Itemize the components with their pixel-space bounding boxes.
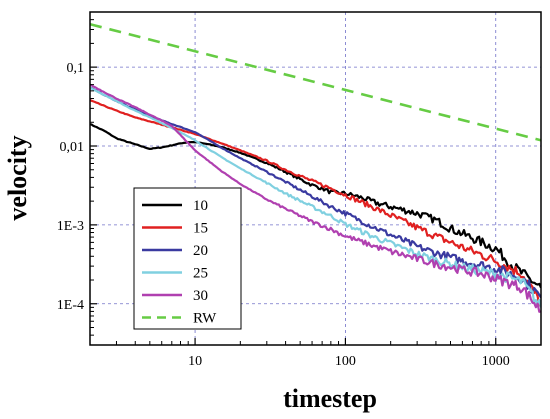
x-tick-label: 100: [335, 354, 356, 369]
series-line-30: [90, 83, 541, 313]
legend-label-10: 10: [193, 198, 208, 214]
series-lines: [90, 22, 541, 313]
legend: 10 15 20 25 30 RW: [133, 187, 242, 330]
y-tick-label: 1E-4: [57, 298, 84, 313]
legend-label-30: 30: [193, 288, 208, 304]
x-tick-label: 10: [188, 354, 202, 369]
series-line-rw: [90, 22, 541, 142]
y-axis-label: velocity: [3, 135, 32, 220]
x-tick-label: 1000: [482, 354, 510, 369]
legend-label-rw: RW: [193, 311, 217, 327]
y-tick-label: 0,01: [60, 140, 85, 155]
axis-ticks: 10 100 1000 0,1 0,01 1E-3 1E-4: [57, 19, 510, 369]
legend-label-25: 25: [193, 266, 208, 282]
y-tick-label: 1E-3: [57, 219, 84, 234]
plot-frame: [89, 11, 542, 346]
y-tick-label: 0,1: [67, 61, 85, 76]
legend-label-20: 20: [193, 243, 208, 259]
legend-label-15: 15: [193, 221, 208, 237]
series-line-10: [90, 123, 541, 289]
legend-box: [133, 187, 242, 330]
x-axis-label: timestep: [283, 384, 377, 413]
